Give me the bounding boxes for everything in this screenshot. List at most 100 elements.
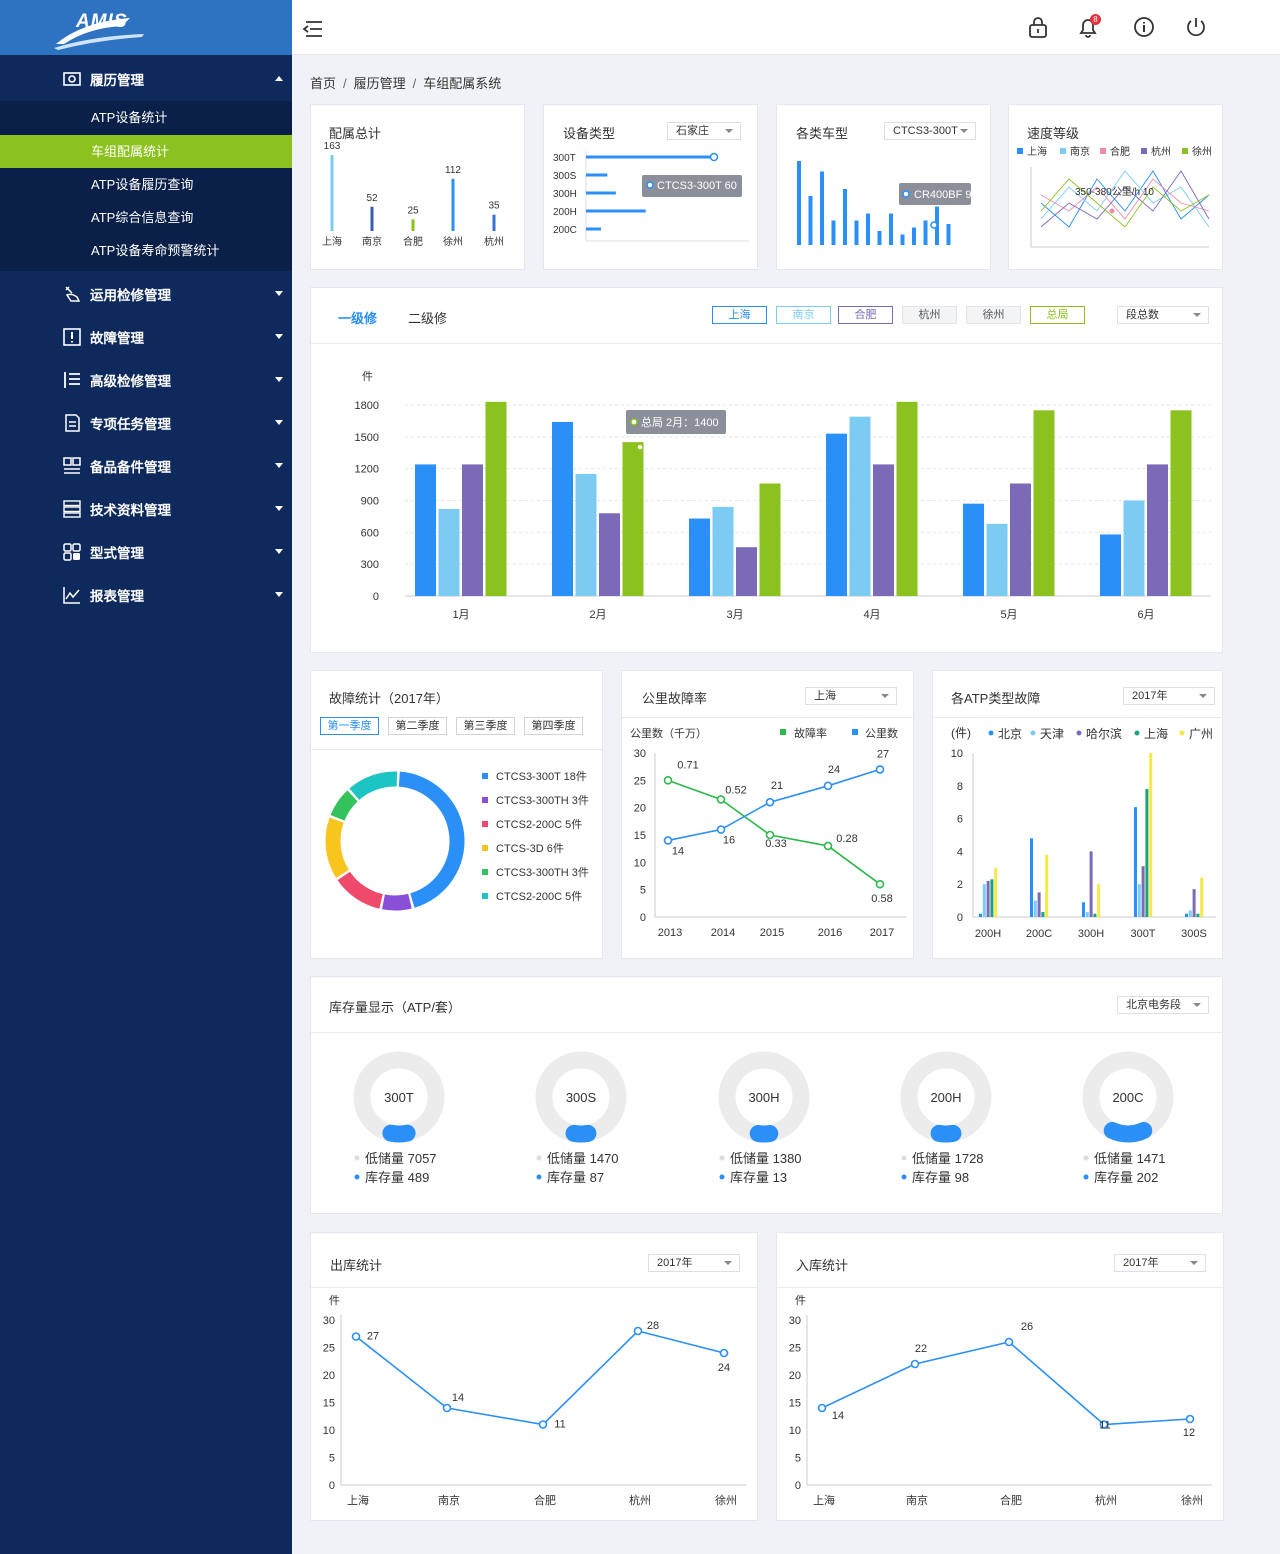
model-select[interactable]: CTCS3-300T xyxy=(884,122,976,140)
menu-maintenance[interactable]: 运用检修管理 xyxy=(0,272,292,315)
menu-advanced[interactable]: 高级检修管理 xyxy=(0,358,292,401)
series-line xyxy=(1040,170,1210,228)
chip-nanjing[interactable]: 南京 xyxy=(776,306,831,324)
submenu-item[interactable]: ATP设备统计 xyxy=(91,110,168,125)
legend-swatch xyxy=(1060,148,1066,154)
card-title: 入库统计 xyxy=(796,1258,849,1273)
tab-q1[interactable]: 第一季度 xyxy=(320,717,379,735)
y-unit-label: (件) xyxy=(951,726,971,740)
y-tick-label: 300 xyxy=(361,559,379,571)
category-label: 300T xyxy=(553,153,576,164)
legend-dot xyxy=(901,1174,907,1180)
year-select[interactable]: 2017年 xyxy=(1123,687,1215,705)
logo[interactable]: AMIS xyxy=(0,0,292,55)
tab-q2[interactable]: 第二季度 xyxy=(388,717,447,735)
y-tick-label: 6 xyxy=(957,814,963,826)
x-tick-label: 300S xyxy=(1181,928,1207,940)
tab-q4[interactable]: 第四季度 xyxy=(524,717,583,735)
section-select[interactable]: 北京电务段 xyxy=(1117,996,1209,1014)
menu-resume[interactable]: 履历管理 xyxy=(0,57,292,100)
year-select[interactable]: 2017年 xyxy=(648,1254,740,1272)
breadcrumb-home[interactable]: 首页 xyxy=(310,76,337,91)
menu-task[interactable]: 专项任务管理 xyxy=(0,401,292,444)
y-tick-label: 0 xyxy=(329,1480,335,1492)
category-label: 南京 xyxy=(362,235,382,248)
chip-shanghai[interactable]: 上海 xyxy=(712,306,767,324)
breadcrumb-item[interactable]: 履历管理 xyxy=(353,76,406,91)
menu-fault[interactable]: 故障管理 xyxy=(0,315,292,358)
series-line xyxy=(355,1330,725,1426)
menu-spare[interactable]: 备品备件管理 xyxy=(0,444,292,487)
train-model-chart: CR400BF 9 xyxy=(797,161,971,245)
gauge-label: 200H xyxy=(930,1090,961,1105)
bar-mark xyxy=(1196,913,1200,917)
y-tick-label: 30 xyxy=(789,1315,801,1327)
chip-hangzhou[interactable]: 杭州 xyxy=(902,306,957,324)
highlight-point xyxy=(1109,208,1115,214)
card-title: 各类车型 xyxy=(796,126,849,141)
menu-type[interactable]: 型式管理 xyxy=(0,530,292,573)
data-point xyxy=(538,1420,548,1429)
legend-dot xyxy=(719,1174,725,1180)
tab-level1[interactable]: 一级修 xyxy=(338,311,378,326)
year-select[interactable]: 2017年 xyxy=(1114,1254,1206,1272)
info-icon[interactable] xyxy=(1133,16,1155,38)
menu-label: 运用检修管理 xyxy=(90,287,171,303)
menu-label: 履历管理 xyxy=(90,72,144,88)
inventory-card: 库存量显示（ATP/套） 北京电务段 300T 低储量 7057 库存量 489 30… xyxy=(310,976,1223,1214)
city-select[interactable]: 石家庄 xyxy=(667,122,741,140)
bar-mark xyxy=(990,879,994,917)
x-tick-label: 合肥 xyxy=(1000,1493,1022,1507)
blocks-icon xyxy=(63,543,81,561)
gauge-fill xyxy=(930,1124,962,1143)
bar-mark xyxy=(849,416,871,596)
bar-mark xyxy=(1037,892,1041,917)
bar-value-label: 52 xyxy=(366,193,378,204)
card-title: 各ATP类型故障 xyxy=(951,691,1041,706)
submenu-item[interactable]: ATP综合信息查询 xyxy=(91,210,194,225)
data-label: 24 xyxy=(718,1362,730,1374)
divider xyxy=(311,1287,757,1288)
data-point xyxy=(663,776,673,785)
bar-mark xyxy=(1185,913,1188,917)
series-line xyxy=(1040,178,1210,220)
chip-hefei[interactable]: 合肥 xyxy=(838,306,893,324)
data-point xyxy=(719,1348,729,1358)
bell-icon[interactable] xyxy=(1077,16,1099,38)
bar-mark xyxy=(485,401,507,596)
submenu-item[interactable]: ATP设备寿命预警统计 xyxy=(91,243,220,258)
data-label: 0.58 xyxy=(871,893,892,905)
chip-bureau[interactable]: 总局 xyxy=(1030,306,1085,324)
menu-toggle-icon[interactable] xyxy=(302,20,324,38)
submenu-item[interactable]: ATP设备履历查询 xyxy=(91,177,194,192)
segment-select[interactable]: 段总数 xyxy=(1117,306,1209,324)
x-tick-label: 300H xyxy=(1078,928,1104,940)
grid-icon xyxy=(63,457,81,474)
legend-label: CTCS-3D 6件 xyxy=(496,842,564,855)
chevron-down-icon xyxy=(275,592,283,597)
y-unit-label: 件 xyxy=(795,1294,806,1307)
bar-mark xyxy=(586,173,608,177)
y-tick-label: 0 xyxy=(795,1480,801,1492)
legend-swatch xyxy=(482,869,488,875)
submenu-item-active[interactable]: 车组配属统计 xyxy=(0,135,292,168)
bar-mark xyxy=(1145,789,1149,917)
bar-mark xyxy=(415,464,436,596)
low-stock-label: 低储量 1471 xyxy=(1094,1151,1166,1166)
menu-tech[interactable]: 技术资料管理 xyxy=(0,487,292,530)
bar-mark xyxy=(1010,483,1031,596)
city-select[interactable]: 上海 xyxy=(805,687,897,705)
chip-xuzhou[interactable]: 徐州 xyxy=(966,306,1021,324)
lock-icon[interactable] xyxy=(1027,16,1049,38)
x-tick-label: 2013 xyxy=(658,927,682,939)
tab-level2[interactable]: 二级修 xyxy=(408,311,448,326)
tab-q3[interactable]: 第三季度 xyxy=(456,717,515,735)
submenu: ATP设备统计 车组配属统计 ATP设备履历查询 ATP综合信息查询 ATP设备… xyxy=(0,101,292,271)
power-icon[interactable] xyxy=(1185,16,1207,38)
x-tick-label: 2016 xyxy=(818,927,842,939)
legend-dot xyxy=(719,1155,725,1161)
menu-label: 故障管理 xyxy=(90,330,144,346)
menu-report[interactable]: 报表管理 xyxy=(0,573,292,616)
bar-mark xyxy=(552,421,573,596)
bar-mark xyxy=(1134,807,1137,917)
